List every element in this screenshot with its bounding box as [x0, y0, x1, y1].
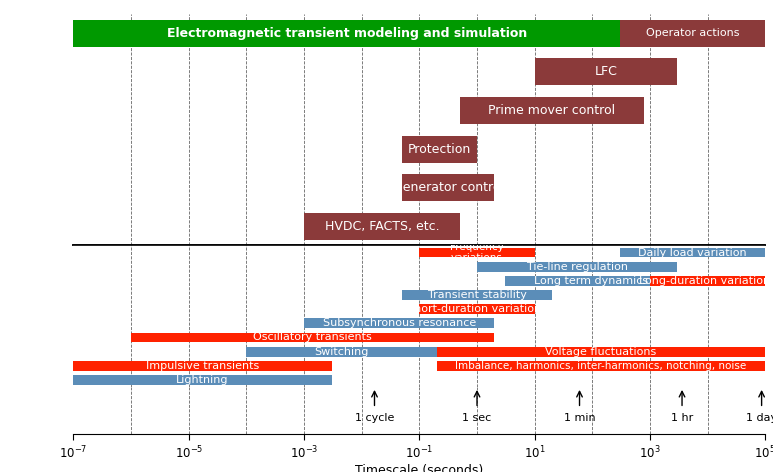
Text: Switching: Switching: [315, 346, 369, 357]
Bar: [304, 213, 460, 240]
Bar: [73, 375, 332, 385]
Text: Frequency
variations: Frequency variations: [450, 242, 504, 263]
Text: Daily load variation: Daily load variation: [638, 247, 747, 258]
Bar: [73, 20, 620, 47]
Text: Long-duration variations: Long-duration variations: [639, 276, 773, 286]
Text: 1 day: 1 day: [746, 413, 773, 423]
Bar: [73, 361, 332, 371]
Text: Protection: Protection: [408, 143, 471, 156]
Bar: [650, 276, 765, 286]
Text: 1 sec: 1 sec: [462, 413, 492, 423]
Bar: [131, 332, 495, 343]
Text: Voltage fluctuations: Voltage fluctuations: [546, 346, 656, 357]
Bar: [505, 276, 677, 286]
Bar: [620, 247, 765, 257]
Bar: [304, 318, 495, 329]
Text: LFC: LFC: [594, 66, 618, 78]
X-axis label: Timescale (seconds): Timescale (seconds): [356, 464, 483, 472]
Text: Imbalance, harmonics, inter-harmonics, notching, noise: Imbalance, harmonics, inter-harmonics, n…: [455, 361, 747, 371]
Text: Short-duration variations: Short-duration variations: [407, 304, 547, 314]
Bar: [437, 361, 765, 371]
Text: Impulsive transients: Impulsive transients: [146, 361, 259, 371]
Bar: [402, 290, 552, 300]
Bar: [535, 59, 677, 85]
Text: Transient stability: Transient stability: [427, 290, 526, 300]
Bar: [402, 174, 495, 201]
Text: Oscillatory transients: Oscillatory transients: [254, 332, 372, 343]
Text: Operator actions: Operator actions: [645, 28, 739, 38]
Text: 1 cycle: 1 cycle: [355, 413, 394, 423]
Bar: [437, 346, 765, 357]
Bar: [620, 20, 765, 47]
Text: Prime mover control: Prime mover control: [489, 104, 615, 117]
Bar: [419, 304, 535, 314]
Text: Subsynchronous resonance: Subsynchronous resonance: [322, 318, 476, 329]
Text: Long term dynamics: Long term dynamics: [534, 276, 648, 286]
Text: Electromagnetic transient modeling and simulation: Electromagnetic transient modeling and s…: [166, 27, 526, 40]
Bar: [460, 97, 645, 124]
Bar: [477, 261, 677, 271]
Text: Tie-line regulation: Tie-line regulation: [526, 261, 628, 272]
Bar: [402, 135, 477, 162]
Text: 1 min: 1 min: [564, 413, 595, 423]
Text: Lightning: Lightning: [176, 375, 229, 385]
Bar: [419, 247, 535, 257]
Bar: [247, 346, 437, 357]
Text: Generator control: Generator control: [393, 181, 504, 194]
Text: HVDC, FACTS, etc.: HVDC, FACTS, etc.: [325, 219, 439, 233]
Text: 1 hr: 1 hr: [671, 413, 693, 423]
